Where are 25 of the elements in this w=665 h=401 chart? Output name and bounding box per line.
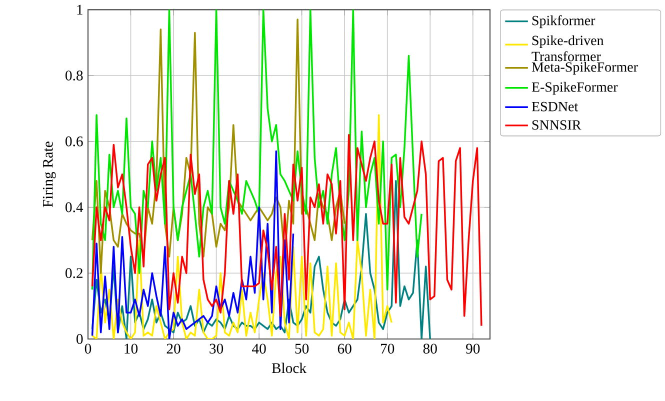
x-tick-label: 30 xyxy=(210,344,224,354)
legend-label: E-SpikeFormer xyxy=(532,82,618,95)
x-tick-label: 60 xyxy=(338,344,352,354)
x-axis-title: Block xyxy=(272,362,307,374)
y-tick-label: 0.8 xyxy=(66,70,83,81)
line-series xyxy=(91,10,422,290)
x-tick-label: 90 xyxy=(466,344,480,354)
legend-label: Spike-driven Transformer xyxy=(532,35,604,62)
y-axis-title: Firing Rate xyxy=(42,142,56,208)
y-tick-label: 1 xyxy=(77,4,82,15)
y-tick-label: 0.4 xyxy=(66,202,84,212)
x-tick-label: 80 xyxy=(423,344,437,354)
y-tick-label: 0.2 xyxy=(66,268,82,278)
x-tick-label: 50 xyxy=(295,344,309,354)
legend-label: Spikformer xyxy=(532,15,596,28)
x-tick-label: 20 xyxy=(166,344,180,354)
legend-label: SNNSIR xyxy=(532,120,582,130)
y-tick-label: 0.6 xyxy=(66,136,83,146)
legend-label: Meta-SpikeFormer xyxy=(532,62,638,75)
x-tick-label: 40 xyxy=(252,344,266,354)
x-tick-label: 0 xyxy=(84,344,92,354)
x-tick-label: 10 xyxy=(124,344,138,354)
y-tick-label: 0 xyxy=(76,334,83,344)
legend-label: ESDNet xyxy=(532,102,578,112)
x-tick-label: 70 xyxy=(380,344,394,354)
